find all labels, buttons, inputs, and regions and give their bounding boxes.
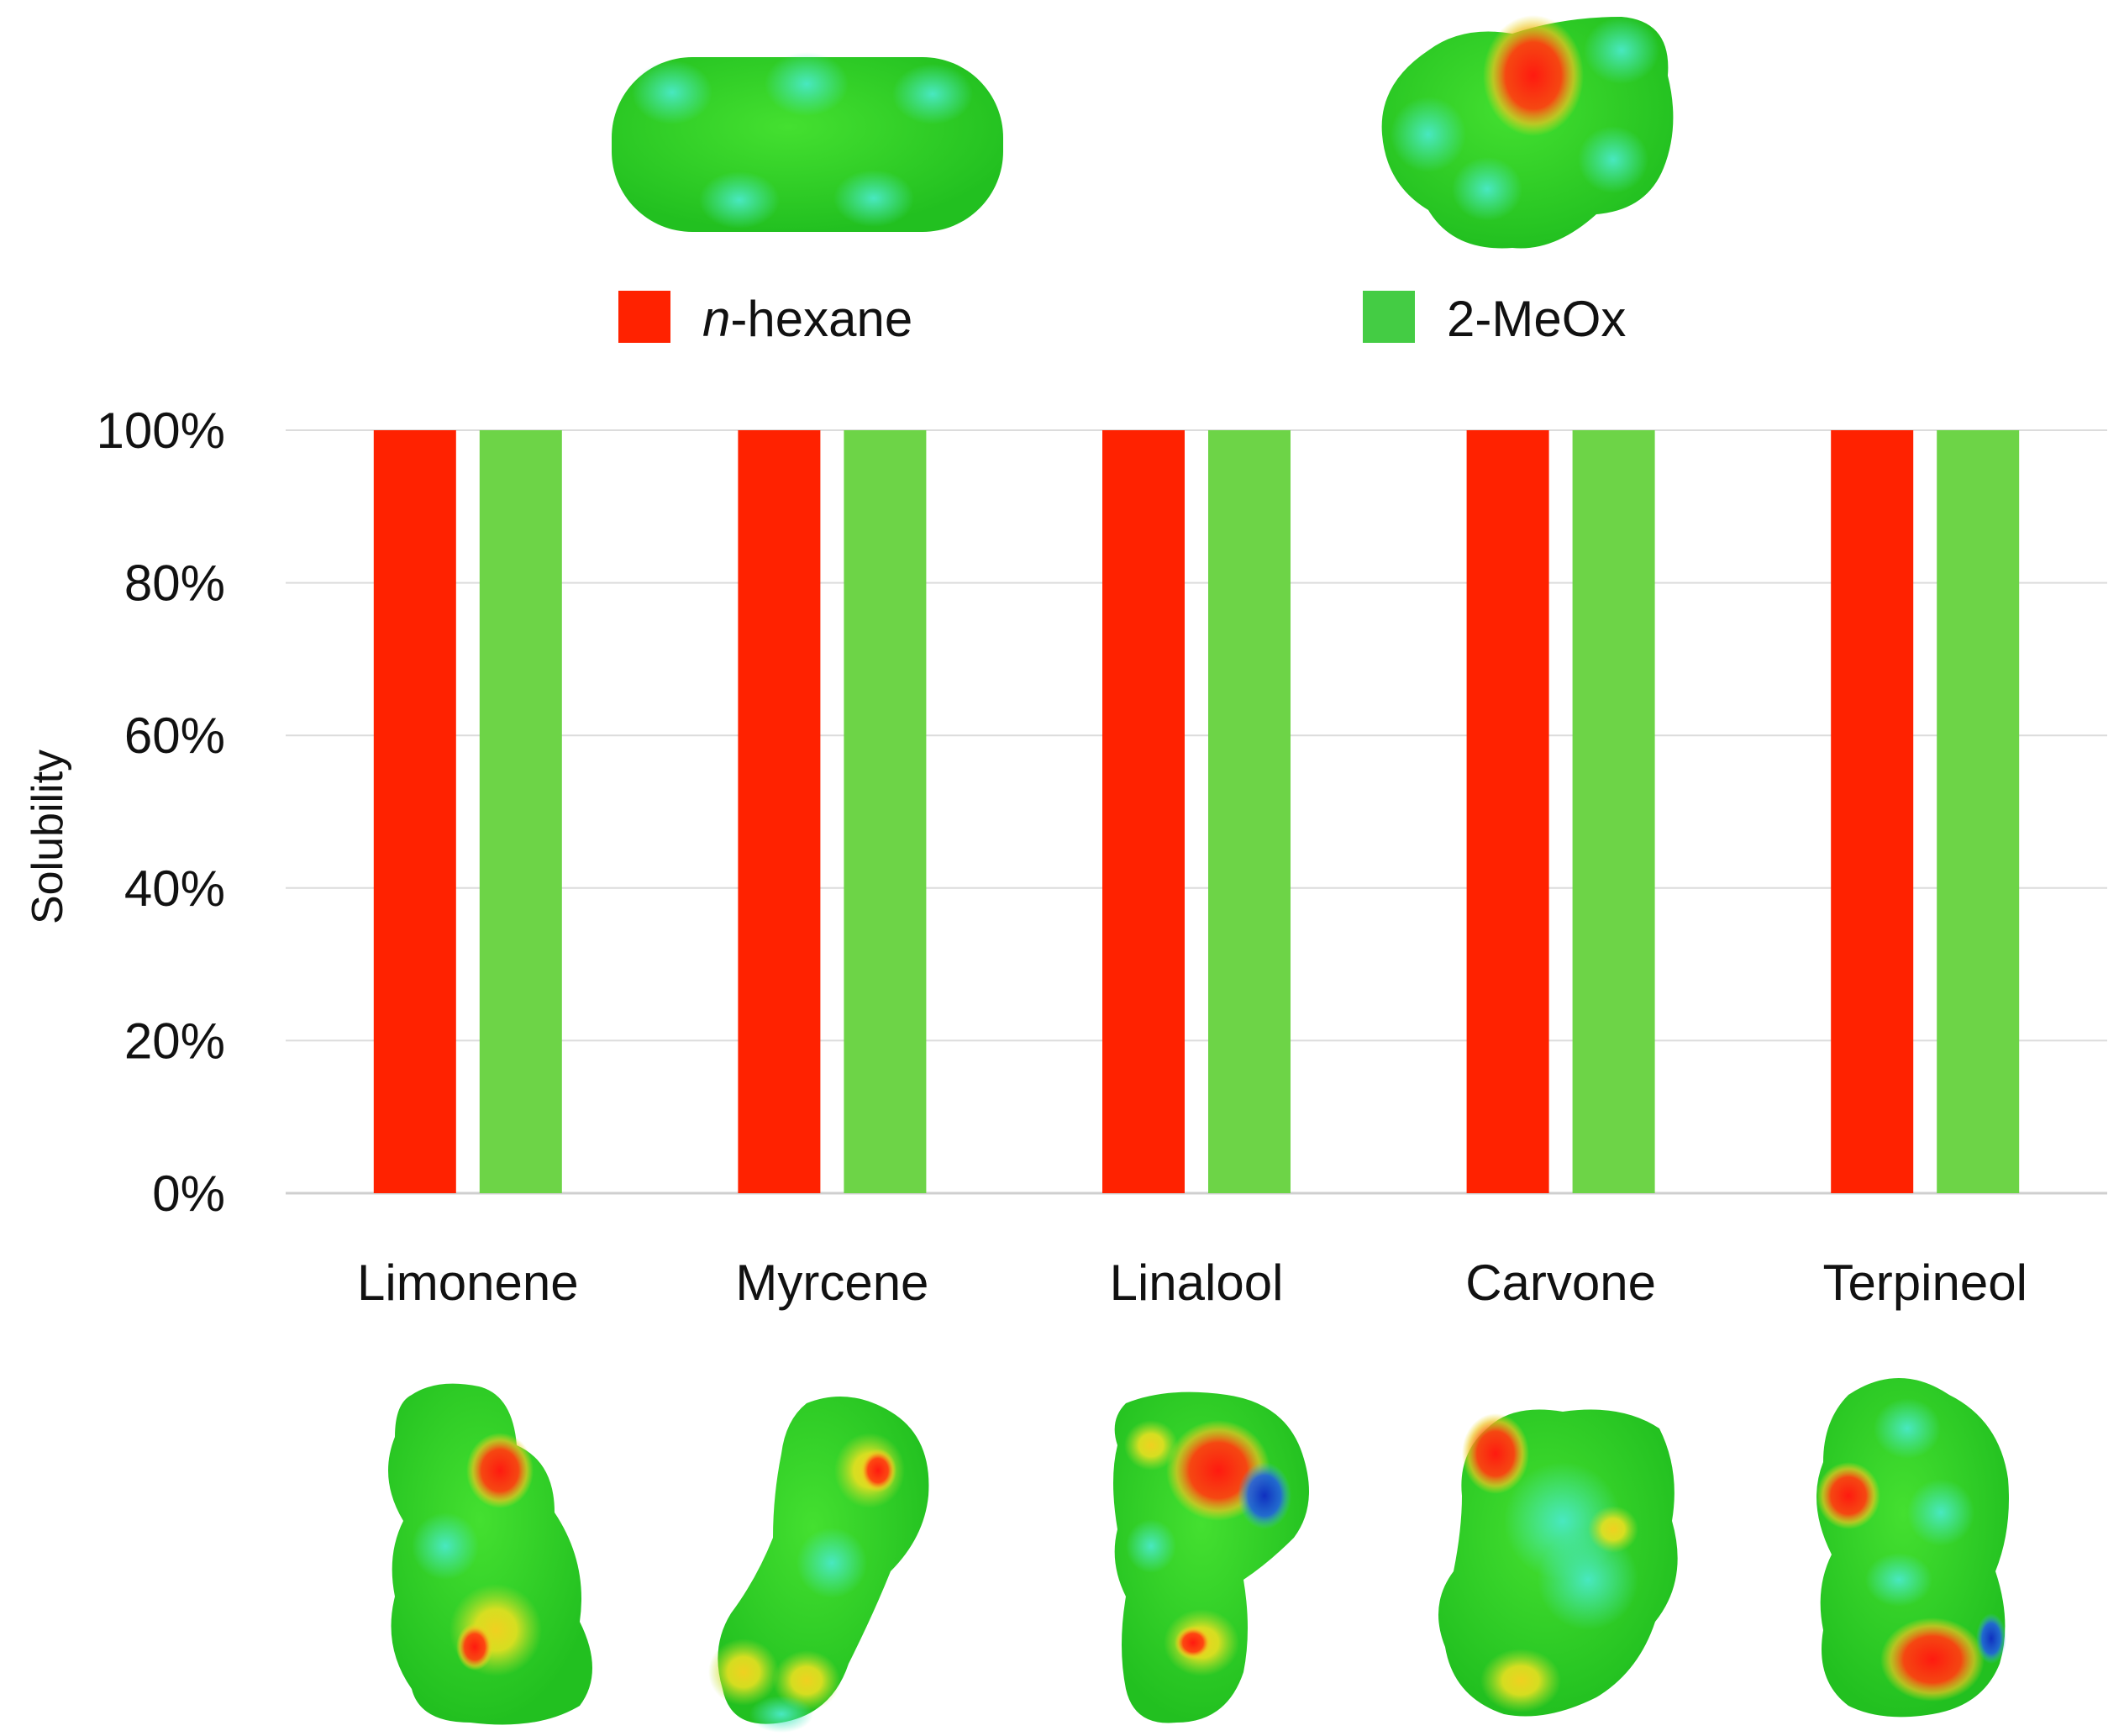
x-tick-label-myrcene: Myrcene — [735, 1255, 928, 1311]
2-meox-surface-image — [1381, 15, 1674, 249]
bars — [373, 430, 2020, 1193]
legend-label-n-hexane: n-hexane — [702, 291, 912, 347]
hexane-surface-image — [612, 52, 1003, 232]
y-tick-label: 100% — [97, 402, 225, 459]
gridlines — [286, 429, 2107, 1195]
x-axis-labels: Limonene Myrcene Linalool Carvone Terpineol — [357, 1255, 2027, 1311]
legend-label-2-meox: 2-MeOx — [1447, 291, 1626, 347]
x-tick-label-linalool: Linalool — [1110, 1255, 1284, 1311]
y-axis-title: Solubility — [24, 750, 72, 924]
bar-limonene-2-meox — [479, 430, 562, 1193]
myrcene-surface-image — [708, 1397, 929, 1733]
terpineol-surface-image — [1816, 1378, 2009, 1718]
bar-limonene-n-hexane — [373, 430, 456, 1193]
bar-linalool-2-meox — [1208, 430, 1291, 1193]
bar-terpineol-2-meox — [1937, 430, 2020, 1193]
y-tick-label: 40% — [124, 860, 225, 917]
bar-carvone-2-meox — [1572, 430, 1655, 1193]
legend-label-n-hexane-italic: n — [702, 291, 730, 347]
y-tick-label: 20% — [124, 1013, 225, 1069]
x-tick-label-limonene: Limonene — [357, 1255, 579, 1311]
bar-linalool-n-hexane — [1102, 430, 1185, 1193]
linalool-surface-image — [1113, 1391, 1309, 1723]
x-tick-label-carvone: Carvone — [1465, 1255, 1656, 1311]
bar-carvone-n-hexane — [1466, 430, 1549, 1193]
carvone-surface-image — [1438, 1409, 1678, 1717]
legend-label-n-hexane-rest: -hexane — [730, 291, 912, 347]
legend-swatch-n-hexane — [618, 291, 670, 343]
y-tick-label: 60% — [124, 708, 225, 764]
y-axis-ticks: 0% 20% 40% 60% 80% 100% — [97, 402, 225, 1222]
bar-terpineol-n-hexane — [1831, 430, 1914, 1193]
legend-swatch-2-meox — [1363, 291, 1415, 343]
bar-myrcene-2-meox — [844, 430, 927, 1193]
bar-myrcene-n-hexane — [738, 430, 821, 1193]
y-tick-label: 80% — [124, 555, 225, 612]
limonene-surface-image — [388, 1383, 592, 1725]
x-tick-label-terpineol: Terpineol — [1822, 1255, 2027, 1311]
legend: n-hexane 2-MeOx — [618, 291, 1626, 347]
y-tick-label: 0% — [152, 1165, 225, 1222]
